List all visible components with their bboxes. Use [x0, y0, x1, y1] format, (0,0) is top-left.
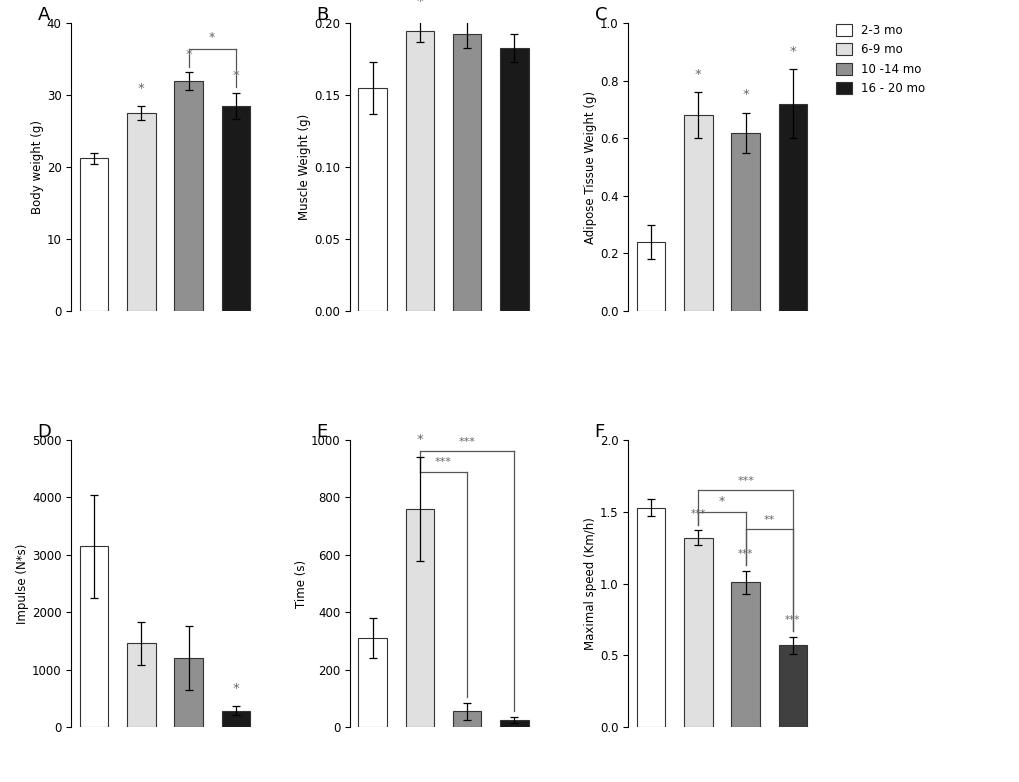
Bar [777, 104, 806, 310]
Bar [731, 133, 759, 310]
Y-axis label: Muscle Weight (g): Muscle Weight (g) [299, 114, 311, 221]
Bar [127, 644, 155, 727]
Text: *: * [416, 432, 423, 446]
Legend: 2-3 mo, 6-9 mo, 10 -14 mo, 16 - 20 mo: 2-3 mo, 6-9 mo, 10 -14 mo, 16 - 20 mo [836, 23, 924, 95]
Text: ***: *** [434, 457, 451, 468]
Text: **: ** [763, 515, 774, 525]
Text: *: * [138, 81, 145, 95]
Bar [406, 509, 434, 727]
Text: *: * [694, 68, 701, 81]
Bar [174, 658, 203, 727]
Bar [684, 538, 712, 727]
Bar [777, 645, 806, 727]
Y-axis label: Maximal speed (Km/h): Maximal speed (Km/h) [584, 517, 597, 650]
Bar [127, 113, 155, 310]
Y-axis label: Adipose Tissue Weight (g): Adipose Tissue Weight (g) [584, 91, 597, 244]
Bar [221, 106, 250, 310]
Bar [358, 88, 386, 310]
Text: ***: *** [459, 437, 475, 447]
Bar [452, 34, 481, 310]
Bar [636, 242, 664, 310]
Bar [221, 711, 250, 727]
Text: ***: *** [690, 509, 705, 519]
Bar [358, 638, 386, 727]
Text: *: * [742, 88, 748, 101]
Y-axis label: Body weight (g): Body weight (g) [31, 120, 44, 214]
Text: C: C [594, 6, 606, 24]
Bar [731, 582, 759, 727]
Text: *: * [232, 681, 239, 694]
Text: A: A [38, 6, 50, 24]
Text: *: * [185, 48, 192, 61]
Y-axis label: Time (s): Time (s) [294, 560, 308, 608]
Bar [174, 81, 203, 310]
Text: B: B [316, 6, 328, 24]
Bar [684, 116, 712, 310]
Y-axis label: Impulse (N*s): Impulse (N*s) [16, 543, 30, 624]
Text: D: D [38, 423, 52, 441]
Bar [452, 712, 481, 727]
Text: *: * [232, 69, 239, 81]
Text: ***: *** [785, 615, 800, 626]
Text: E: E [316, 423, 327, 441]
Text: *: * [718, 494, 725, 508]
Bar [79, 547, 108, 727]
Text: *: * [789, 45, 796, 58]
Bar [79, 159, 108, 310]
Bar [406, 30, 434, 310]
Text: *: * [416, 0, 423, 8]
Text: ***: *** [737, 476, 753, 486]
Bar [636, 508, 664, 727]
Text: *: * [209, 31, 215, 45]
Text: F: F [594, 423, 604, 441]
Text: ***: *** [737, 549, 752, 559]
Bar [499, 720, 528, 727]
Bar [499, 48, 528, 310]
